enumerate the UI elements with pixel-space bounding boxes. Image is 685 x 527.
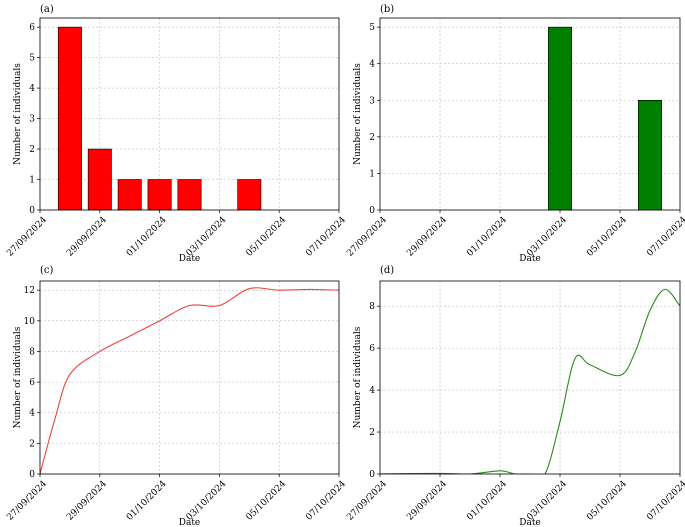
x-tick-label: 27/09/2024	[5, 479, 49, 523]
x-tick-label: 05/10/2024	[245, 215, 289, 259]
bar	[177, 179, 202, 211]
panel-d-frame	[379, 280, 681, 475]
panel-d-title: (d)	[380, 265, 394, 276]
x-tick-label: 29/09/2024	[65, 215, 109, 259]
panel-d-x-ticks: 27/09/2024 29/09/2024 01/10/2024 03/10/2024…	[345, 474, 685, 523]
x-tick-label: 03/10/2024	[185, 479, 229, 523]
panel-c-grid	[39, 281, 340, 475]
x-tick-label: 27/09/2024	[5, 215, 49, 259]
panel-c-x-ticks: 27/09/2024 29/09/2024 01/10/2024 03/10/2024…	[5, 474, 348, 523]
panel-a-title: (a)	[40, 4, 54, 15]
panel-c-title: (c)	[40, 265, 54, 276]
y-tick-label: 8	[29, 347, 35, 357]
panel-b-y-ticks: 0 1 2 3 4 5	[369, 23, 380, 216]
bar	[637, 99, 662, 211]
y-tick-label: 12	[24, 286, 35, 296]
x-tick-label: 29/09/2024	[65, 479, 109, 523]
y-tick-label: 0	[29, 206, 35, 216]
bar	[147, 179, 172, 211]
panel-d-grid	[379, 281, 681, 475]
bar	[547, 26, 572, 211]
x-tick-label: 07/10/2024	[304, 479, 348, 523]
y-tick-label: 4	[29, 84, 35, 94]
panel-c-ylabel: Number of individuals	[13, 326, 23, 428]
panel-a-x-ticks: 27/09/2024 29/09/2024 01/10/2024 03/10/2024…	[5, 210, 348, 259]
panel-b-frame	[379, 17, 681, 211]
series-line	[40, 287, 339, 474]
x-tick-label: 03/10/2024	[185, 215, 229, 259]
panel-b-grid	[379, 18, 681, 211]
panel-c-marks	[40, 287, 339, 474]
x-tick-label: 05/10/2024	[585, 215, 629, 259]
y-tick-label: 3	[29, 115, 35, 125]
panel-a-ylabel: Number of individuals	[13, 63, 23, 165]
bar	[237, 179, 262, 211]
y-tick-label: 6	[369, 344, 375, 354]
panel-a-frame	[39, 17, 340, 211]
y-tick-label: 5	[369, 23, 375, 33]
x-tick-label: 01/10/2024	[465, 215, 509, 259]
panel-c-y-ticks: 0 2 4 6 8 10 12	[24, 286, 40, 480]
panel-b-xlabel: Date	[519, 254, 541, 264]
y-tick-label: 4	[29, 409, 35, 419]
panel-b-x-ticks: 27/09/2024 29/09/2024 01/10/2024 03/10/2024…	[345, 210, 685, 259]
panel-d: (d) 0 2 4 6 8 27/09/2024 29/09/2024 01/10/2024…	[345, 265, 685, 527]
panel-a-marks	[57, 26, 262, 211]
panel-a-y-ticks: 0 1 2 3 4 5 6	[29, 23, 40, 216]
x-tick-label: 29/09/2024	[405, 479, 449, 523]
y-tick-label: 0	[29, 470, 35, 480]
series-line	[380, 288, 680, 474]
x-tick-label: 07/10/2024	[645, 479, 685, 523]
bar	[87, 148, 112, 211]
y-tick-label: 6	[29, 23, 35, 33]
y-tick-label: 1	[369, 169, 375, 179]
x-tick-label: 27/09/2024	[345, 479, 389, 523]
y-tick-label: 2	[369, 133, 375, 143]
bar	[57, 26, 82, 211]
panel-a-xlabel: Date	[179, 254, 201, 264]
panel-d-y-ticks: 0 2 4 6 8	[369, 302, 380, 480]
x-tick-label: 05/10/2024	[585, 479, 629, 523]
panel-c: (c) 0 2 4 6 8 10 12 27/09/2024 29/09/2024 01/10/…	[5, 265, 348, 527]
y-tick-label: 0	[369, 206, 375, 216]
x-tick-label: 05/10/2024	[245, 479, 289, 523]
y-tick-label: 3	[369, 96, 375, 106]
panel-c-xlabel: Date	[179, 518, 201, 527]
y-tick-label: 4	[369, 386, 375, 396]
y-tick-label: 2	[29, 439, 35, 449]
y-tick-label: 4	[369, 60, 375, 70]
y-tick-label: 8	[369, 302, 375, 312]
x-tick-label: 27/09/2024	[345, 215, 389, 259]
panel-b: (b) 0 1 2 3 4 5 27/09/2024 29/09/2024 01/10/202…	[345, 4, 685, 264]
y-tick-label: 5	[29, 54, 35, 64]
y-tick-label: 10	[24, 317, 36, 327]
y-tick-label: 6	[29, 378, 35, 388]
x-tick-label: 03/10/2024	[525, 215, 569, 259]
x-tick-label: 07/10/2024	[645, 215, 685, 259]
x-tick-label: 01/10/2024	[125, 479, 169, 523]
panel-d-xlabel: Date	[519, 518, 541, 527]
bar	[117, 179, 142, 211]
x-tick-label: 29/09/2024	[405, 215, 449, 259]
panel-b-marks	[547, 26, 662, 211]
y-tick-label: 2	[29, 145, 35, 155]
panel-b-title: (b)	[380, 4, 394, 15]
x-tick-label: 07/10/2024	[304, 215, 348, 259]
x-tick-label: 03/10/2024	[525, 479, 569, 523]
y-tick-label: 1	[29, 176, 35, 186]
x-tick-label: 01/10/2024	[465, 479, 509, 523]
panel-d-marks	[380, 288, 680, 474]
panel-d-ylabel: Number of individuals	[353, 326, 363, 428]
y-tick-label: 2	[369, 428, 375, 438]
x-tick-label: 01/10/2024	[125, 215, 169, 259]
panel-c-frame	[39, 280, 340, 475]
panel-b-ylabel: Number of individuals	[353, 63, 363, 165]
y-tick-label: 0	[369, 470, 375, 480]
panel-a: (a) 0 1 2 3 4 5 6 27/09/2024 29/09/2024 01/10/20…	[5, 4, 348, 264]
